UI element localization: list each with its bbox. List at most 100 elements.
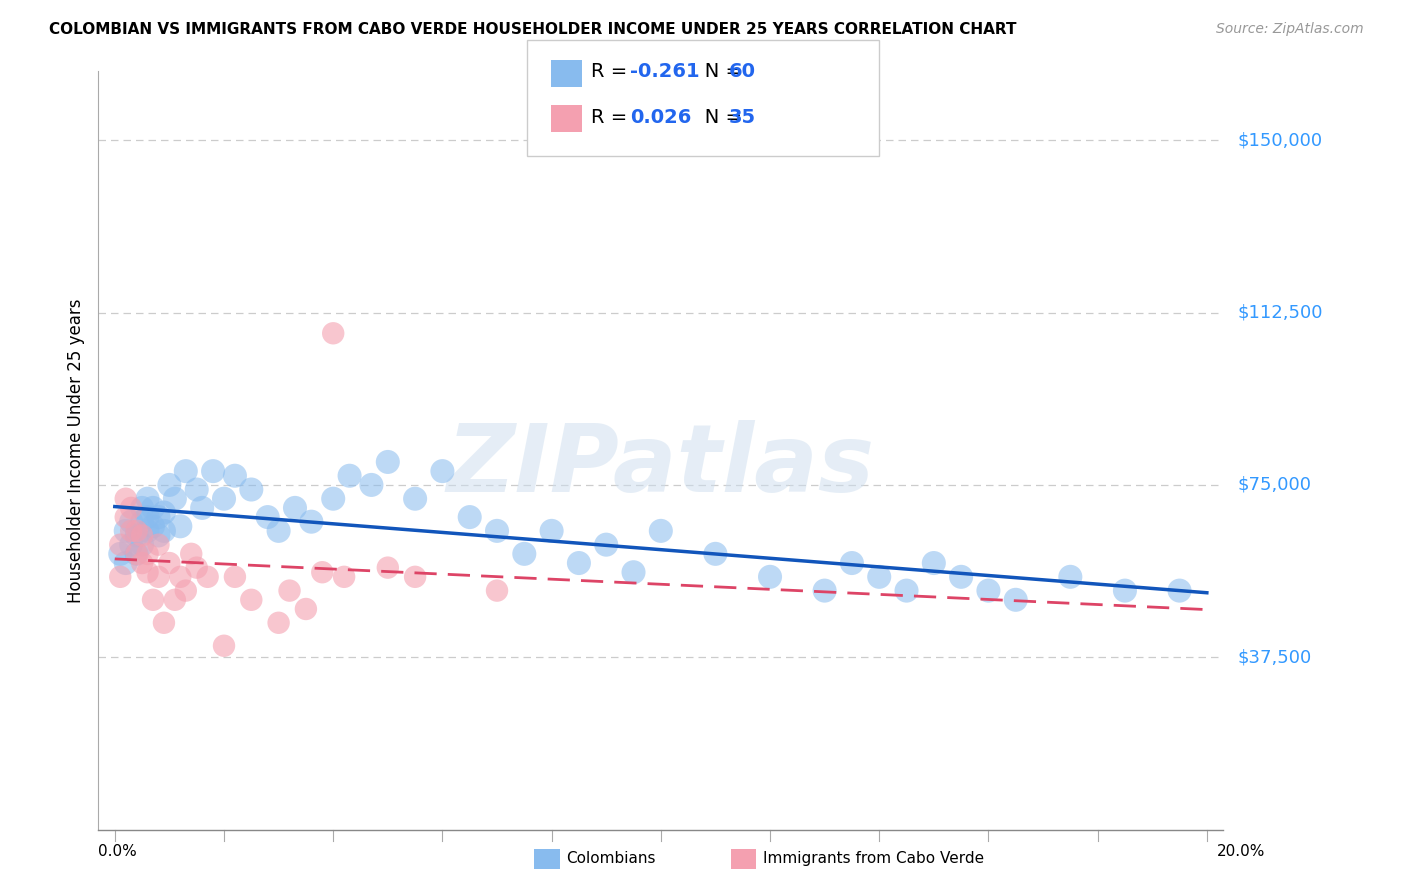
Point [240, 592, 263, 607]
Point [125, 547, 148, 561]
Point [120, 515, 142, 529]
Point [174, 464, 197, 478]
Point [148, 510, 170, 524]
Point [759, 570, 782, 584]
Point [197, 570, 219, 584]
Point [136, 566, 159, 580]
Point [339, 468, 361, 483]
Point [377, 455, 399, 469]
Point [157, 556, 180, 570]
Text: $37,500: $37,500 [1237, 648, 1312, 666]
Point [114, 556, 136, 570]
Point [704, 547, 727, 561]
Point [224, 468, 246, 483]
Text: COLOMBIAN VS IMMIGRANTS FROM CABO VERDE HOUSEHOLDER INCOME UNDER 25 YEARS CORREL: COLOMBIAN VS IMMIGRANTS FROM CABO VERDE … [49, 22, 1017, 37]
Text: 0.026: 0.026 [630, 108, 692, 128]
Point [120, 524, 142, 538]
Point [650, 524, 672, 538]
Point [142, 519, 165, 533]
Point [922, 556, 945, 570]
Point [540, 524, 562, 538]
Point [284, 500, 307, 515]
Point [131, 528, 153, 542]
Text: ZIPatlas: ZIPatlas [447, 419, 875, 512]
Point [1004, 592, 1026, 607]
Point [202, 464, 225, 478]
Point [377, 560, 399, 574]
Point [153, 615, 176, 630]
Point [110, 547, 132, 561]
Point [120, 500, 142, 515]
Point [212, 639, 235, 653]
Point [267, 615, 290, 630]
Point [169, 519, 191, 533]
Point [513, 547, 536, 561]
Point [311, 566, 333, 580]
Point [841, 556, 863, 570]
Text: $150,000: $150,000 [1237, 131, 1322, 149]
Text: $112,500: $112,500 [1237, 303, 1323, 322]
Point [148, 570, 170, 584]
Text: 0.0%: 0.0% [98, 845, 138, 859]
Point [322, 491, 344, 506]
Point [568, 556, 591, 570]
Point [814, 583, 837, 598]
Point [131, 515, 153, 529]
Point [153, 506, 176, 520]
Point [595, 538, 617, 552]
Text: Source: ZipAtlas.com: Source: ZipAtlas.com [1216, 22, 1364, 37]
Text: 60: 60 [728, 62, 755, 81]
Text: 35: 35 [728, 108, 755, 128]
Point [142, 500, 165, 515]
Point [186, 560, 208, 574]
Point [868, 570, 890, 584]
Point [212, 491, 235, 506]
Text: 20.0%: 20.0% [1218, 845, 1265, 859]
Point [485, 583, 508, 598]
Point [191, 500, 214, 515]
Text: N =: N = [686, 62, 748, 81]
Point [299, 515, 322, 529]
Point [157, 478, 180, 492]
Text: N =: N = [686, 108, 748, 128]
Point [278, 583, 301, 598]
Point [125, 524, 148, 538]
Point [186, 483, 208, 497]
Point [1168, 583, 1191, 598]
Point [163, 491, 186, 506]
Point [110, 538, 132, 552]
Point [224, 570, 246, 584]
Point [322, 326, 344, 341]
Point [404, 570, 426, 584]
Point [333, 570, 356, 584]
Point [174, 583, 197, 598]
Point [114, 510, 136, 524]
Text: $75,000: $75,000 [1237, 476, 1312, 494]
Point [148, 538, 170, 552]
Text: -0.261: -0.261 [630, 62, 700, 81]
Point [896, 583, 918, 598]
Point [485, 524, 508, 538]
Point [1114, 583, 1136, 598]
Point [125, 547, 148, 561]
Point [136, 491, 159, 506]
Point [114, 491, 136, 506]
Text: Colombians: Colombians [567, 852, 657, 866]
Point [131, 538, 153, 552]
Point [977, 583, 1000, 598]
Point [458, 510, 481, 524]
Point [153, 524, 176, 538]
Point [125, 528, 148, 542]
Text: R =: R = [591, 62, 633, 81]
Point [136, 510, 159, 524]
Text: Immigrants from Cabo Verde: Immigrants from Cabo Verde [763, 852, 984, 866]
Y-axis label: Householder Income Under 25 years: Householder Income Under 25 years [66, 298, 84, 603]
Point [267, 524, 290, 538]
Point [950, 570, 973, 584]
Point [169, 570, 191, 584]
Point [240, 483, 263, 497]
Point [136, 547, 159, 561]
Point [148, 528, 170, 542]
Point [110, 570, 132, 584]
Point [432, 464, 454, 478]
